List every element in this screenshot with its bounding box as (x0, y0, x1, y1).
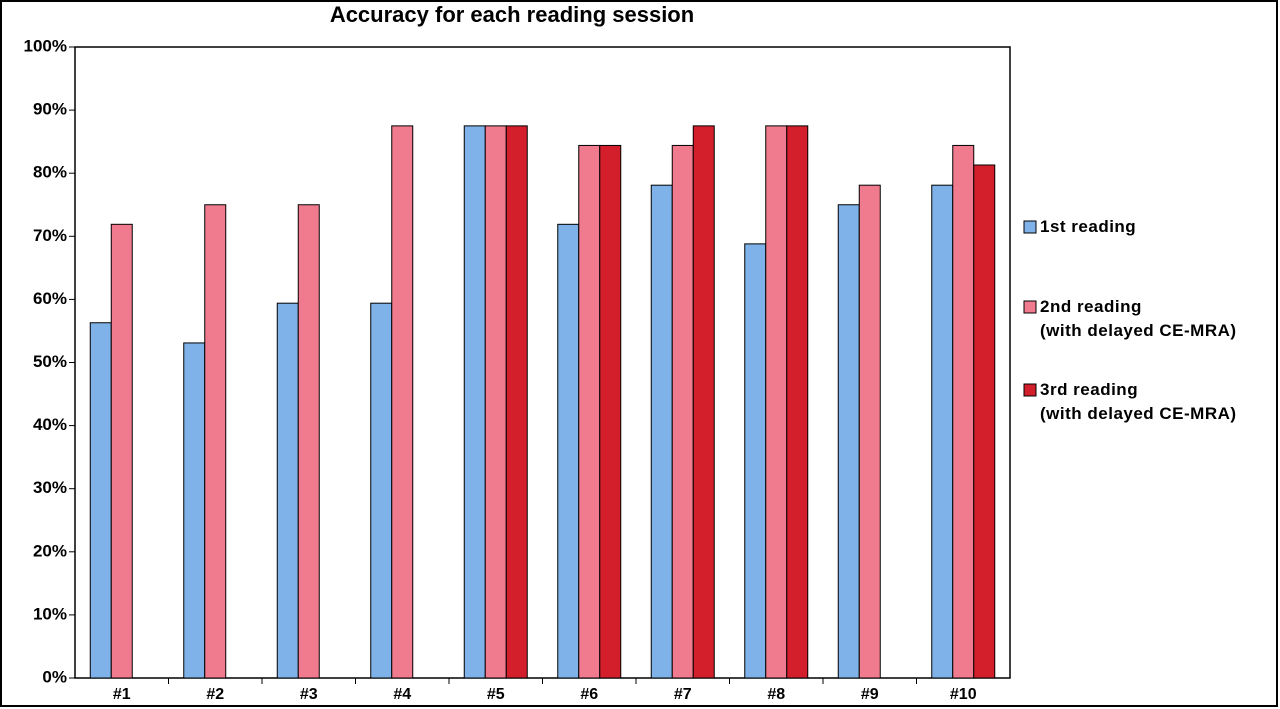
y-tick-label: 70% (33, 226, 67, 245)
x-tick-label: #9 (861, 686, 879, 703)
bar (837, 204, 860, 679)
x-tick-label: #2 (206, 686, 224, 703)
bar (297, 204, 320, 679)
y-tick-label: 90% (33, 100, 67, 119)
bar (557, 223, 580, 679)
bar (370, 302, 393, 679)
x-tick-label: #3 (300, 686, 318, 703)
x-tick-label: #8 (767, 686, 785, 703)
legend-swatch (1023, 220, 1037, 234)
legend-swatch (1023, 383, 1037, 397)
legend-swatch (1023, 300, 1037, 314)
bar (973, 164, 996, 679)
bar (599, 144, 622, 679)
bar (671, 144, 694, 679)
bar (952, 144, 975, 679)
bar (931, 184, 954, 679)
y-tick-label: 0% (42, 667, 67, 686)
bar (463, 125, 486, 679)
x-tick-label: #5 (487, 686, 505, 703)
bar (765, 125, 788, 679)
bar (276, 302, 299, 679)
bar (692, 125, 715, 679)
bar (204, 204, 227, 679)
chart-title: Accuracy for each reading session (330, 2, 694, 27)
legend-label: 2nd reading (with delayed CE-MRA) (1040, 297, 1237, 340)
bar (650, 184, 673, 679)
y-tick-label: 50% (33, 352, 67, 371)
y-tick-label: 100% (24, 36, 67, 55)
bar (391, 125, 414, 679)
x-tick-label: #10 (950, 686, 977, 703)
bar (484, 125, 507, 679)
y-tick-label: 30% (33, 478, 67, 497)
bar (858, 184, 881, 679)
y-tick-label: 60% (33, 289, 67, 308)
bar (505, 125, 528, 679)
legend-label: 3rd reading (with delayed CE-MRA) (1040, 380, 1237, 423)
y-tick-label: 20% (33, 541, 67, 560)
x-tick-label: #4 (393, 686, 411, 703)
legend-label: 1st reading (1040, 217, 1137, 236)
bar (786, 125, 809, 679)
x-tick-label: #7 (674, 686, 692, 703)
bar (578, 144, 601, 679)
bar (744, 243, 767, 679)
bar (110, 223, 133, 679)
x-tick-label: #6 (580, 686, 598, 703)
y-tick-label: 40% (33, 415, 67, 434)
y-tick-label: 80% (33, 163, 67, 182)
bar (183, 342, 206, 679)
bar (89, 322, 112, 679)
y-tick-label: 10% (33, 604, 67, 623)
x-tick-label: #1 (113, 686, 131, 703)
